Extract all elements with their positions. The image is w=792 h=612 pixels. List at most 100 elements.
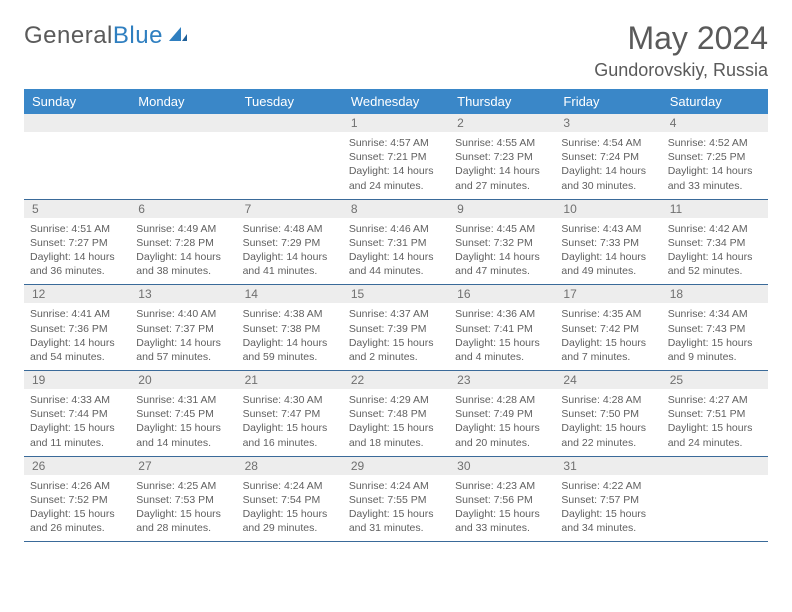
calendar-cell: 11Sunrise: 4:42 AMSunset: 7:34 PMDayligh…: [662, 200, 768, 285]
calendar-cell: 31Sunrise: 4:22 AMSunset: 7:57 PMDayligh…: [555, 457, 661, 542]
calendar-cell: [237, 114, 343, 199]
day-number: 14: [245, 287, 258, 301]
cell-body: Sunrise: 4:35 AMSunset: 7:42 PMDaylight:…: [555, 303, 661, 370]
daynum-row: 12: [24, 285, 130, 303]
calendar-cell: 9Sunrise: 4:45 AMSunset: 7:32 PMDaylight…: [449, 200, 555, 285]
sunset: Sunset: 7:25 PM: [668, 150, 762, 164]
day-number: 22: [351, 373, 364, 387]
sunrise: Sunrise: 4:24 AM: [349, 479, 443, 493]
sunset: Sunset: 7:33 PM: [561, 236, 655, 250]
cell-body: Sunrise: 4:54 AMSunset: 7:24 PMDaylight:…: [555, 132, 661, 199]
calendar-cell: 17Sunrise: 4:35 AMSunset: 7:42 PMDayligh…: [555, 285, 661, 370]
sunset: Sunset: 7:44 PM: [30, 407, 124, 421]
daynum-row: 9: [449, 200, 555, 218]
daylight: Daylight: 15 hours and 16 minutes.: [243, 421, 337, 449]
calendar-cell: 2Sunrise: 4:55 AMSunset: 7:23 PMDaylight…: [449, 114, 555, 199]
calendar-cell: 3Sunrise: 4:54 AMSunset: 7:24 PMDaylight…: [555, 114, 661, 199]
cell-body: [662, 475, 768, 533]
cell-body: [130, 132, 236, 190]
day-number: 25: [670, 373, 683, 387]
calendar-cell: 25 Sunrise: 4:27 AMSunset: 7:51 PMDayligh…: [662, 371, 768, 456]
week-row: 26Sunrise: 4:26 AMSunset: 7:52 PMDayligh…: [24, 457, 768, 543]
sunrise: Sunrise: 4:35 AM: [561, 307, 655, 321]
sunrise: Sunrise: 4:38 AM: [243, 307, 337, 321]
cell-body: [24, 132, 130, 190]
daynum-row: 4: [662, 114, 768, 132]
day-number: 16: [457, 287, 470, 301]
cell-body: Sunrise: 4:25 AMSunset: 7:53 PMDaylight:…: [130, 475, 236, 542]
calendar-cell: 4Sunrise: 4:52 AMSunset: 7:25 PMDaylight…: [662, 114, 768, 199]
cell-body: Sunrise: 4:28 AMSunset: 7:50 PMDaylight:…: [555, 389, 661, 456]
sunrise: Sunrise: 4:55 AM: [455, 136, 549, 150]
calendar-cell: 20Sunrise: 4:31 AMSunset: 7:45 PMDayligh…: [130, 371, 236, 456]
day-number: 4: [670, 116, 677, 130]
calendar-cell: 23Sunrise: 4:28 AMSunset: 7:49 PMDayligh…: [449, 371, 555, 456]
calendar-cell: 1Sunrise: 4:57 AMSunset: 7:21 PMDaylight…: [343, 114, 449, 199]
daylight: Daylight: 15 hours and 28 minutes.: [136, 507, 230, 535]
daynum-row: 18: [662, 285, 768, 303]
daynum-row: 27: [130, 457, 236, 475]
daynum-row: 25: [662, 371, 768, 389]
daylight: Daylight: 15 hours and 18 minutes.: [349, 421, 443, 449]
daylight: Daylight: 14 hours and 47 minutes.: [455, 250, 549, 278]
daynum-row: [130, 114, 236, 132]
daylight: Daylight: 15 hours and 9 minutes.: [668, 336, 762, 364]
day-number: 30: [457, 459, 470, 473]
daylight: Daylight: 14 hours and 27 minutes.: [455, 164, 549, 192]
sunrise: Sunrise: 4:41 AM: [30, 307, 124, 321]
daylight: Daylight: 15 hours and 34 minutes.: [561, 507, 655, 535]
daynum-row: 5: [24, 200, 130, 218]
day-number: 12: [32, 287, 45, 301]
daynum-row: 8: [343, 200, 449, 218]
daylight: Daylight: 15 hours and 24 minutes.: [668, 421, 762, 449]
calendar-cell: 10Sunrise: 4:43 AMSunset: 7:33 PMDayligh…: [555, 200, 661, 285]
daylight: Daylight: 15 hours and 26 minutes.: [30, 507, 124, 535]
sunrise: Sunrise: 4:37 AM: [349, 307, 443, 321]
cell-body: Sunrise: 4:36 AMSunset: 7:41 PMDaylight:…: [449, 303, 555, 370]
daynum-row: 2: [449, 114, 555, 132]
title-block: May 2024 Gundorovskiy, Russia: [594, 22, 768, 81]
daylight: Daylight: 14 hours and 49 minutes.: [561, 250, 655, 278]
cell-body: Sunrise: 4:57 AMSunset: 7:21 PMDaylight:…: [343, 132, 449, 199]
cell-body: Sunrise: 4:24 AMSunset: 7:54 PMDaylight:…: [237, 475, 343, 542]
sunrise: Sunrise: 4:51 AM: [30, 222, 124, 236]
calendar-cell: 16 Sunrise: 4:36 AMSunset: 7:41 PMDayligh…: [449, 285, 555, 370]
day-number: 21: [245, 373, 258, 387]
day-number: 8: [351, 202, 358, 216]
month-title: May 2024: [594, 22, 768, 54]
cell-body: Sunrise: 4:23 AMSunset: 7:56 PMDaylight:…: [449, 475, 555, 542]
calendar-cell: [662, 457, 768, 542]
daylight: Daylight: 14 hours and 57 minutes.: [136, 336, 230, 364]
day-number: 20: [138, 373, 151, 387]
sunset: Sunset: 7:27 PM: [30, 236, 124, 250]
cell-body: Sunrise: 4:49 AMSunset: 7:28 PMDaylight:…: [130, 218, 236, 285]
daylight: Daylight: 14 hours and 54 minutes.: [30, 336, 124, 364]
daynum-row: 29: [343, 457, 449, 475]
cell-body: Sunrise: 4:27 AMSunset: 7:51 PMDaylight:…: [662, 389, 768, 456]
sail-icon: [167, 22, 189, 50]
daylight: Daylight: 15 hours and 2 minutes.: [349, 336, 443, 364]
daynum-row: [237, 114, 343, 132]
calendar-cell: 29Sunrise: 4:24 AMSunset: 7:55 PMDayligh…: [343, 457, 449, 542]
sunrise: Sunrise: 4:36 AM: [455, 307, 549, 321]
day-number: 7: [245, 202, 252, 216]
cell-body: Sunrise: 4:26 AMSunset: 7:52 PMDaylight:…: [24, 475, 130, 542]
cell-body: Sunrise: 4:51 AMSunset: 7:27 PMDaylight:…: [24, 218, 130, 285]
day-number: 5: [32, 202, 39, 216]
daylight: Daylight: 14 hours and 52 minutes.: [668, 250, 762, 278]
daylight: Daylight: 14 hours and 30 minutes.: [561, 164, 655, 192]
header: GeneralBlue May 2024 Gundorovskiy, Russi…: [24, 22, 768, 81]
calendar-cell: 24Sunrise: 4:28 AMSunset: 7:50 PMDayligh…: [555, 371, 661, 456]
daynum-row: 19: [24, 371, 130, 389]
sunrise: Sunrise: 4:34 AM: [668, 307, 762, 321]
daynum-row: 14: [237, 285, 343, 303]
logo: GeneralBlue: [24, 22, 189, 50]
day-number: 31: [563, 459, 576, 473]
calendar-cell: 26Sunrise: 4:26 AMSunset: 7:52 PMDayligh…: [24, 457, 130, 542]
daynum-row: 10: [555, 200, 661, 218]
sunrise: Sunrise: 4:42 AM: [668, 222, 762, 236]
sunset: Sunset: 7:47 PM: [243, 407, 337, 421]
week-row: 19Sunrise: 4:33 AMSunset: 7:44 PMDayligh…: [24, 371, 768, 457]
sunset: Sunset: 7:54 PM: [243, 493, 337, 507]
daylight: Daylight: 14 hours and 44 minutes.: [349, 250, 443, 278]
